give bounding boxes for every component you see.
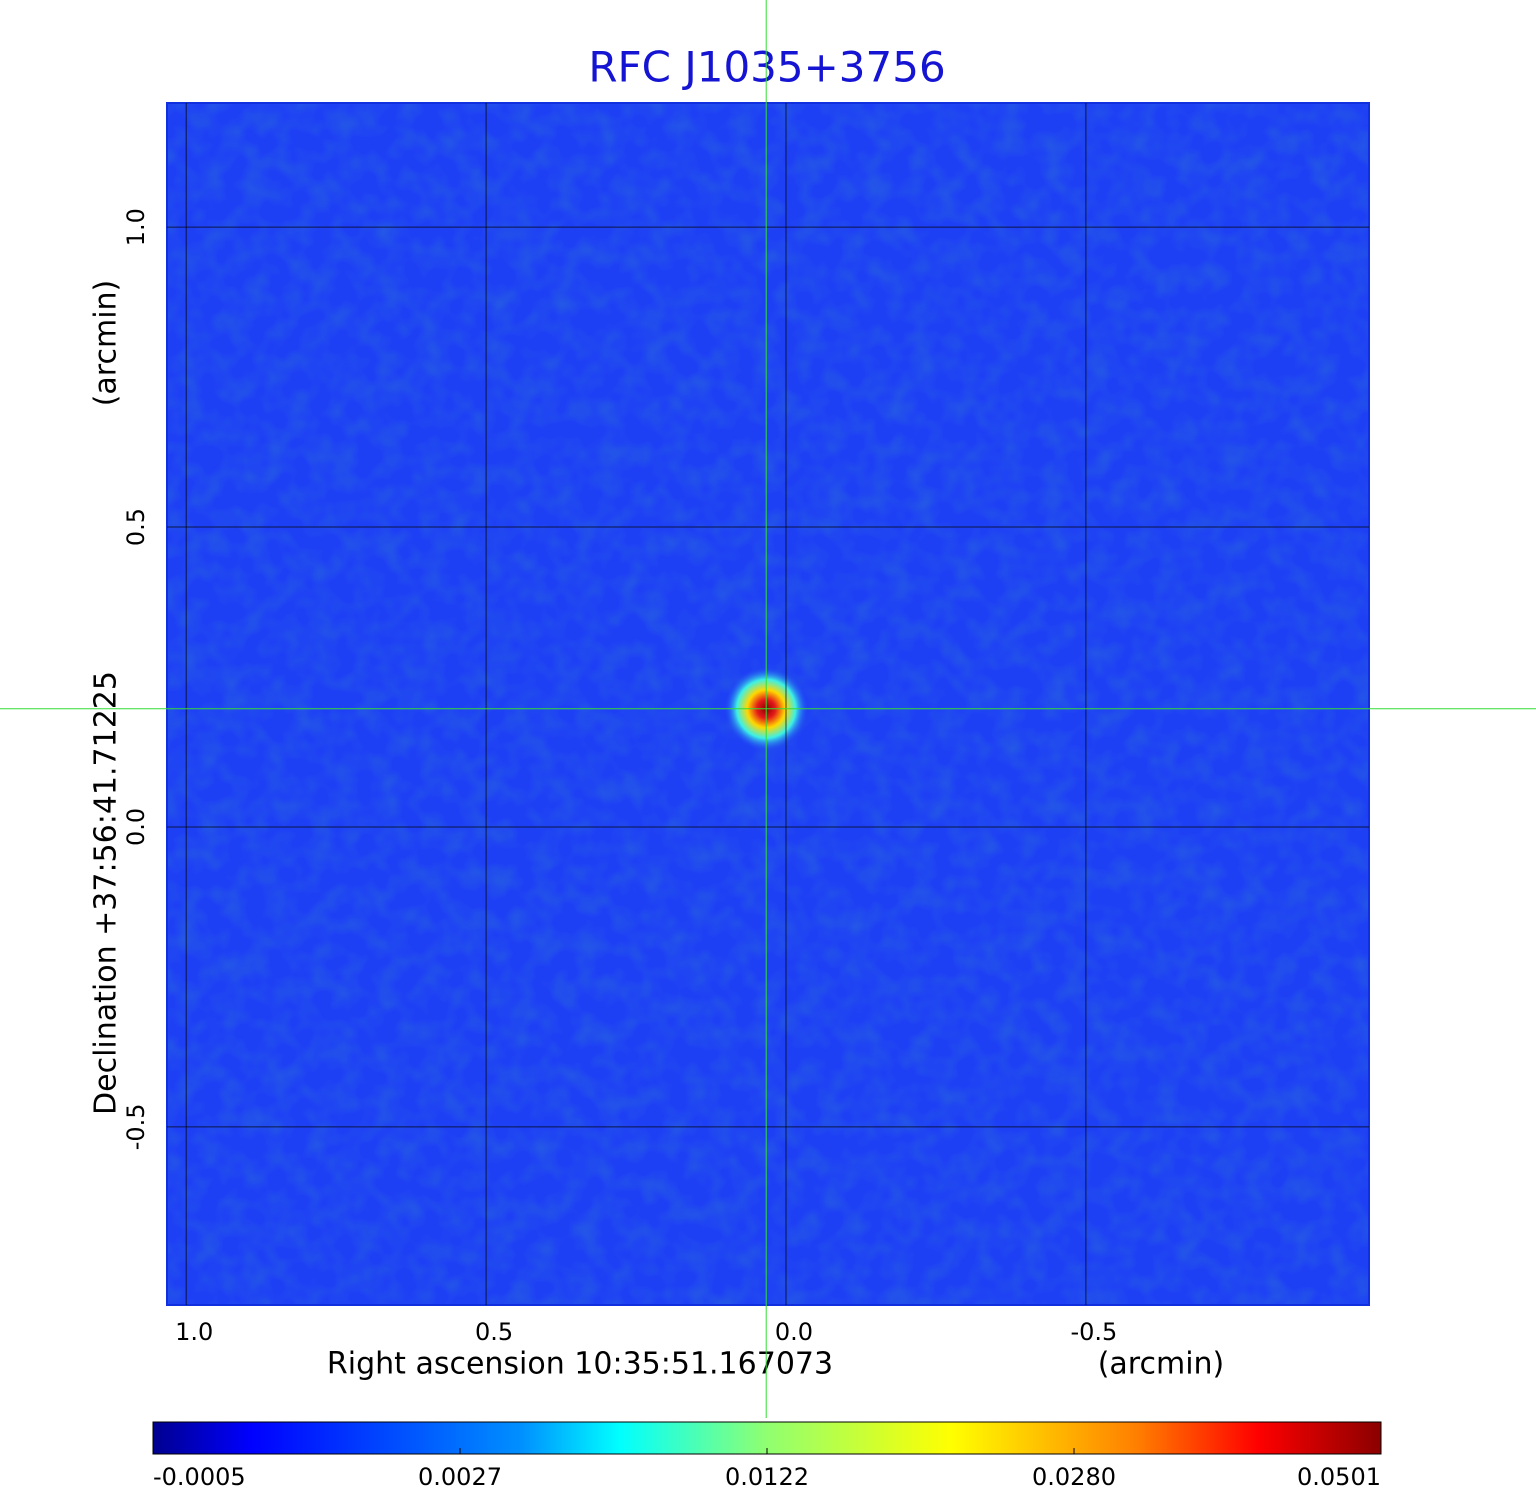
x-axis-label: Right ascension 10:35:51.167073 <box>327 1347 833 1382</box>
colorbar-tick-label: -0.0005 <box>153 1463 246 1491</box>
x-tick-label: 0.0 <box>775 1318 813 1346</box>
chart-title: RFC J1035+3756 <box>588 43 945 92</box>
x-tick-label: -0.5 <box>1070 1318 1117 1346</box>
y-tick-label: 1.0 <box>122 208 150 246</box>
colorbar-tick-label: 0.0027 <box>418 1463 502 1491</box>
colorbar-tick-label: 0.0122 <box>725 1463 809 1491</box>
x-unit-label: (arcmin) <box>1098 1347 1225 1382</box>
x-tick-label: 0.5 <box>475 1318 513 1346</box>
colorbar-tick-label: 0.0280 <box>1032 1463 1116 1491</box>
y-unit-label: (arcmin) <box>89 280 124 407</box>
colorbar-tick-label: 0.0501 <box>1297 1463 1381 1491</box>
y-tick-label: 0.5 <box>122 508 150 546</box>
y-tick-label: 0.0 <box>122 808 150 846</box>
y-axis-label: Declination +37:56:41.71225 <box>89 671 124 1115</box>
x-tick-label: 1.0 <box>175 1318 213 1346</box>
y-tick-label: -0.5 <box>122 1103 150 1150</box>
image-frame <box>166 102 1370 1306</box>
